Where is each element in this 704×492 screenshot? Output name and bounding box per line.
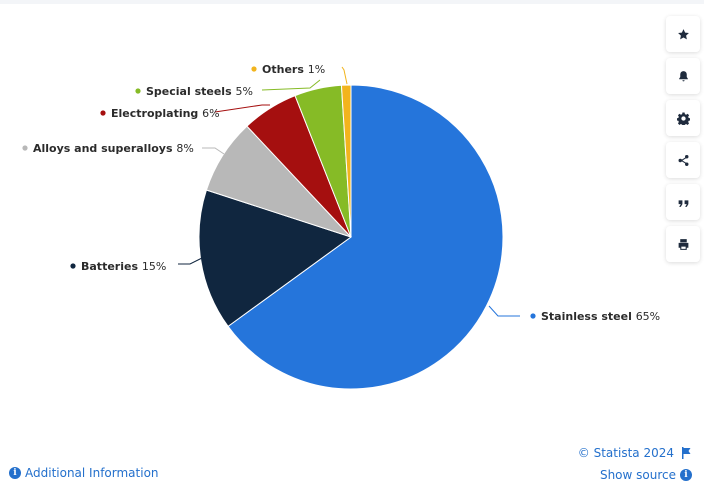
print-icon <box>678 238 688 250</box>
share-button[interactable] <box>666 142 700 178</box>
label-connector <box>178 257 203 265</box>
slice-label: Alloys and superalloys 8% <box>33 142 194 155</box>
label-connector <box>341 66 348 85</box>
additional-information-link[interactable]: Additional Information <box>25 466 159 480</box>
top-border <box>0 0 704 4</box>
print-button[interactable] <box>666 226 700 262</box>
label-connector <box>261 79 321 91</box>
slice-label: Electroplating 6% <box>111 107 220 120</box>
favorite-button[interactable] <box>666 16 700 52</box>
quote-icon <box>678 199 688 207</box>
info-icon[interactable]: i <box>9 467 21 479</box>
bell-icon <box>678 70 688 81</box>
settings-button[interactable] <box>666 100 700 136</box>
label-connector <box>202 147 225 155</box>
slice-label-value: 65% <box>636 310 660 323</box>
pie-slice[interactable] <box>227 84 504 390</box>
legend-dot <box>22 145 28 151</box>
sidebar-toolbar <box>666 16 704 262</box>
copyright-link[interactable]: © Statista 2024 <box>577 446 674 460</box>
flag-icon[interactable] <box>681 447 691 459</box>
slice-label: Special steels 5% <box>146 85 253 98</box>
cite-button[interactable] <box>666 184 700 220</box>
label-connector <box>488 305 520 317</box>
slice-label: Batteries 15% <box>81 260 166 273</box>
pie-chart: Stainless steel 65% Batteries 15% Alloys a… <box>22 63 660 390</box>
slice-label-name: Special steels <box>146 85 235 98</box>
slice-label-name: Batteries <box>81 260 142 273</box>
slice-label: Stainless steel 65% <box>541 310 660 323</box>
gear-icon <box>676 112 690 125</box>
pie-slice[interactable] <box>340 84 352 238</box>
slice-label-name: Alloys and superalloys <box>33 142 176 155</box>
legend-dot <box>251 66 257 72</box>
label-connector <box>214 104 270 113</box>
slice-label-value: 15% <box>142 260 166 273</box>
slice-label-value: 8% <box>176 142 193 155</box>
legend-dot <box>135 88 141 94</box>
show-source-link[interactable]: Show source <box>599 468 676 482</box>
slice-label-value: 5% <box>235 85 252 98</box>
slice-label-name: Stainless steel <box>541 310 636 323</box>
legend-dot <box>100 110 106 116</box>
slice-label: Others 1% <box>262 63 325 76</box>
notification-button[interactable] <box>666 58 700 94</box>
star-icon <box>677 28 689 39</box>
info-icon[interactable]: i <box>680 469 692 481</box>
share-icon <box>678 154 688 166</box>
slice-label-name: Electroplating <box>111 107 202 120</box>
slice-label-value: 6% <box>202 107 219 120</box>
slice-label-name: Others <box>262 63 308 76</box>
legend-dot <box>530 313 536 319</box>
legend-dot <box>70 263 76 269</box>
pie-slice[interactable] <box>198 189 353 328</box>
slice-label-value: 1% <box>308 63 325 76</box>
